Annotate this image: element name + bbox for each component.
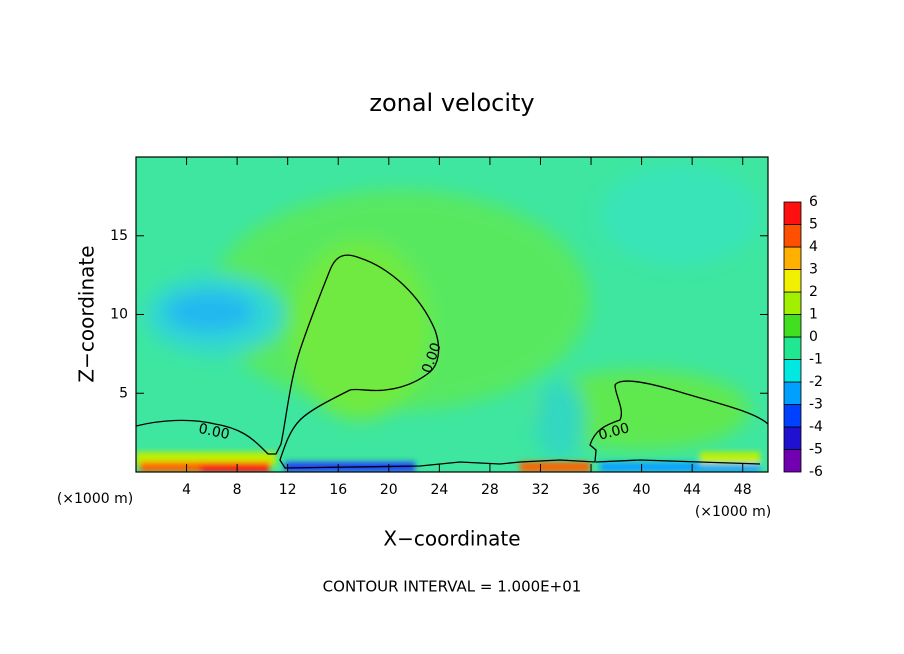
x-unit-label: (×1000 m) [695,504,771,520]
field [136,157,768,472]
x-tick-label: 48 [734,482,752,498]
colorbar-box [783,404,802,428]
colorbar-label: -2 [809,374,823,390]
y-axis-label: Z−coordinate [75,245,99,382]
x-tick-label: 28 [481,482,499,498]
colorbar-box [783,269,802,293]
x-tick-label: 12 [279,482,297,498]
colorbar-label: 2 [809,284,818,300]
colorbar-label: 5 [809,217,818,233]
contour-label: 0.00 [197,421,231,443]
colorbar-box [783,224,802,248]
colorbar-label: -1 [809,352,823,368]
x-tick-label: 44 [683,482,701,498]
colorbar-label: 3 [809,262,818,278]
x-tick-label: 36 [582,482,600,498]
colorbar-label: 6 [809,194,818,210]
x-tick-label: 8 [233,482,242,498]
colorbar-box [783,336,802,360]
chart-title: zonal velocity [369,89,534,117]
x-tick-label: 40 [633,482,651,498]
colorbar-box [783,426,802,450]
y-tick-label: 10 [110,307,128,323]
colorbar-label: -5 [809,442,823,458]
colorbar-box [783,291,802,315]
colorbar-label: 4 [809,239,818,255]
contour-label: 0.00 [597,420,631,444]
colorbar-box [783,201,802,225]
colorbar-label: 0 [809,329,818,345]
colorbar-box [783,359,802,383]
note: CONTOUR INTERVAL = 1.000E+01 [323,578,582,596]
x-tick-label: 16 [329,482,347,498]
x-tick-label: 20 [380,482,398,498]
x-tick-label: 32 [532,482,550,498]
colorbar-box [783,381,802,405]
colorbar-box [783,246,802,270]
colorbar-label: -3 [809,397,823,413]
colorbar-box [783,314,802,338]
colorbar-label: -6 [809,464,823,480]
x-tick-label: 24 [430,482,448,498]
contour-lines [136,254,768,469]
x-tick-label: 4 [182,482,191,498]
colorbar-label: -4 [809,419,823,435]
y-tick-label: 5 [119,385,128,401]
x-axis-label: X−coordinate [383,527,520,551]
colorbar-label: 1 [809,307,818,323]
x-unit-label: (×1000 m) [57,491,133,507]
y-tick-label: 15 [110,228,128,244]
colorbar-box [783,449,802,473]
